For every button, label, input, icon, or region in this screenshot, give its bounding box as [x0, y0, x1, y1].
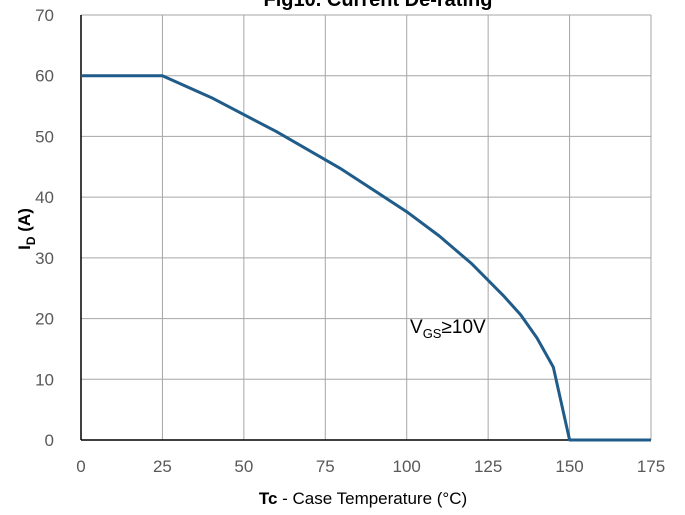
x-tick-label: 150	[555, 457, 583, 476]
annotation-rest: ≥10V	[441, 317, 486, 338]
y-tick-label: 70	[35, 6, 54, 25]
x-tick-label: 0	[76, 457, 85, 476]
y-tick-label: 60	[35, 67, 54, 86]
annotation-sub: GS	[423, 326, 442, 341]
grid	[80, 14, 652, 441]
y-tick-label: 0	[45, 431, 54, 450]
y-tick-label: 50	[35, 127, 54, 146]
x-tick-label: 175	[637, 457, 665, 476]
series-line	[81, 74, 651, 442]
x-axis-label-bold: Tc	[259, 489, 278, 508]
x-tick-label: 100	[393, 457, 421, 476]
y-axis-label-rest: (A)	[15, 208, 34, 236]
y-tick-label: 30	[35, 249, 54, 268]
y-axis-label-sub: D	[24, 236, 38, 245]
x-tick-label: 75	[316, 457, 335, 476]
y-tick-label: 40	[35, 188, 54, 207]
y-tick-label: 20	[35, 310, 54, 329]
annotation-main: V	[410, 317, 423, 338]
y-axis-label-main: I	[15, 245, 34, 250]
y-axis-label: ID (A)	[15, 208, 38, 250]
x-tick-label: 125	[474, 457, 502, 476]
x-axis-label: Tc - Case Temperature (°C)	[259, 489, 467, 508]
chart-title: Fig10. Current De-rating	[264, 0, 493, 11]
tick-labels: 0 25 50 75 100 125 150 175 0 10 20 30 40 50 60 70	[35, 6, 665, 476]
x-tick-label: 25	[153, 457, 172, 476]
series-group	[81, 74, 651, 442]
annotation-vgs: VGS≥10V	[410, 317, 486, 341]
x-axis-label-rest: - Case Temperature (°C)	[277, 489, 467, 508]
y-tick-label: 10	[35, 370, 54, 389]
x-tick-label: 50	[234, 457, 253, 476]
